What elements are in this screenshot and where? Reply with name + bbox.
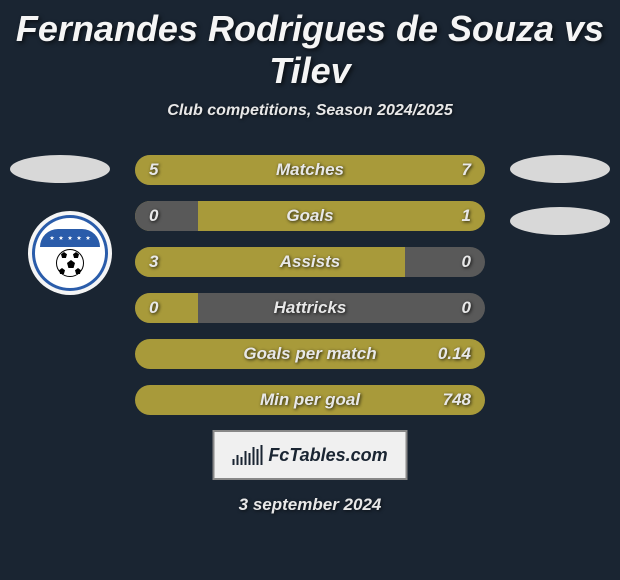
subtitle: Club competitions, Season 2024/2025 [0,102,620,120]
badge-stars [40,229,100,247]
stat-row-goals-per-match: Goals per match 0.14 [135,339,485,369]
stat-label: Goals [135,206,485,226]
player-left-club-badge [28,211,112,295]
player-left-avatar [10,155,110,183]
stat-row-matches: 5 Matches 7 [135,155,485,185]
watermark-text: FcTables.com [268,445,387,466]
stat-row-assists: 3 Assists 0 [135,247,485,277]
stat-label: Goals per match [135,344,485,364]
stats-bars: 5 Matches 7 0 Goals 1 3 Assists 0 0 Hatt… [135,155,485,431]
player-right-avatar [510,155,610,183]
stat-row-goals: 0 Goals 1 [135,201,485,231]
date-label: 3 september 2024 [239,495,382,515]
watermark: FcTables.com [213,430,408,480]
stat-value-right: 0.14 [438,344,471,364]
stat-value-right: 7 [462,160,471,180]
soccer-ball-icon [56,249,84,277]
stat-label: Matches [135,160,485,180]
stat-label: Hattricks [135,298,485,318]
stat-value-right: 0 [462,298,471,318]
club-badge-inner [35,218,105,288]
stat-row-min-per-goal: Min per goal 748 [135,385,485,415]
watermark-chart-icon [232,445,262,465]
stat-row-hattricks: 0 Hattricks 0 [135,293,485,323]
page-title: Fernandes Rodrigues de Souza vs Tilev [0,0,620,92]
stat-value-right: 748 [443,390,471,410]
stat-label: Min per goal [135,390,485,410]
stat-label: Assists [135,252,485,272]
player-right-club-avatar [510,207,610,235]
stat-value-right: 0 [462,252,471,272]
stat-value-right: 1 [462,206,471,226]
